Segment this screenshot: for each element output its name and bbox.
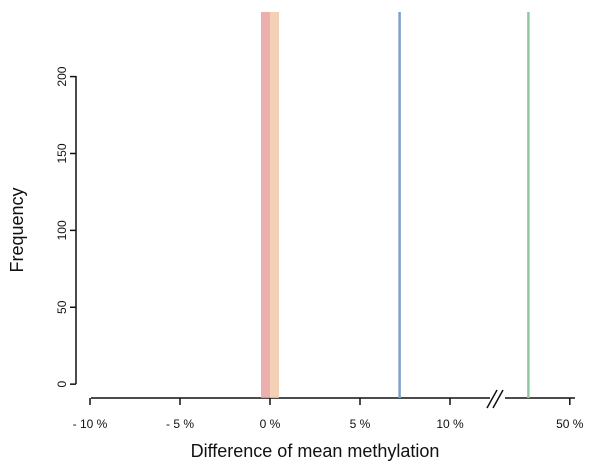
x-tick-label: - 10 % <box>73 417 108 431</box>
y-tick-label: 0 <box>55 381 69 388</box>
x-tick-label: 50 % <box>556 417 584 431</box>
x-tick-label: 5 % <box>350 417 371 431</box>
y-tick-label: 100 <box>55 220 69 240</box>
x-tick-label: 10 % <box>436 417 464 431</box>
y-tick-label: 200 <box>55 66 69 86</box>
y-tick-label: 150 <box>55 143 69 163</box>
bar <box>270 12 279 398</box>
y-axis-label: Frequency <box>7 187 27 272</box>
x-tick-label: 0 % <box>260 417 281 431</box>
axis-break <box>486 389 498 409</box>
bar <box>261 12 270 398</box>
axis-break <box>492 389 504 409</box>
x-tick-label: - 5 % <box>166 417 194 431</box>
y-tick-label: 50 <box>55 300 69 314</box>
x-axis-label: Difference of mean methylation <box>191 441 440 461</box>
